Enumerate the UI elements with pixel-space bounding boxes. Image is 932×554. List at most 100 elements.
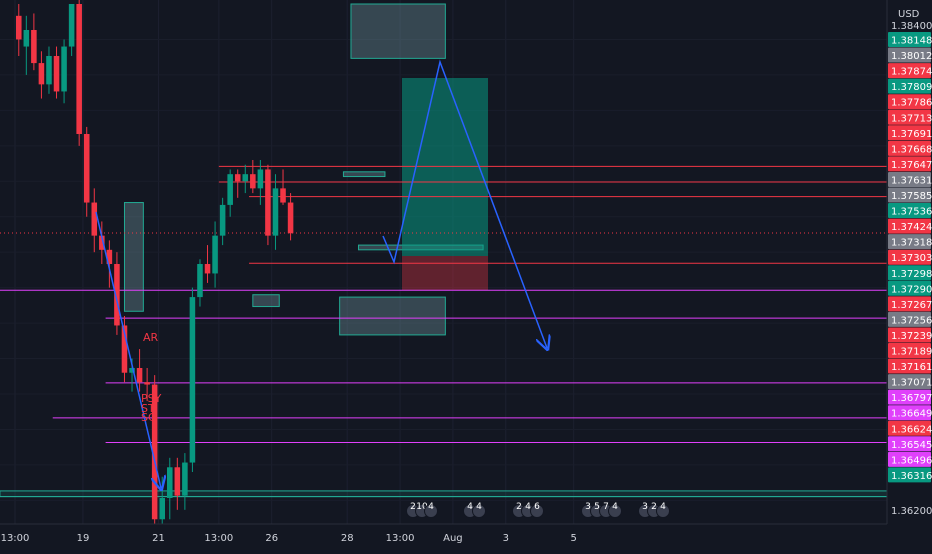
price-tag [888, 343, 931, 358]
price-tag-label: 1.37536 [891, 207, 932, 218]
time-tick-label: Aug [443, 533, 463, 544]
position-risk-zone [402, 256, 488, 290]
event-flag-icon [530, 504, 544, 518]
event-count-label: 3 [642, 502, 648, 512]
price-tag-label: 1.37631 [891, 175, 932, 186]
candle-body [174, 467, 181, 496]
price-tag [888, 125, 931, 141]
wyckoff-label-sc: SC [141, 411, 156, 424]
event-count-label: 4 [612, 502, 618, 512]
candle-body [76, 4, 82, 134]
price-tag [888, 296, 931, 312]
time-axis[interactable] [0, 524, 932, 550]
price-tag-label: 1.37874 [891, 67, 932, 78]
candle-body [212, 235, 218, 274]
time-tick-label: 28 [341, 533, 354, 544]
event-flag-icon [424, 504, 438, 518]
time-tick-label: 13:00 [386, 533, 415, 544]
price-tag-label: 1.37071 [891, 378, 932, 389]
candle-body [68, 4, 75, 47]
candle-body [23, 30, 30, 47]
candle-body [234, 174, 241, 182]
event-count-label: 4 [467, 502, 473, 512]
time-tick-label: 19 [77, 533, 90, 544]
price-tag [888, 327, 931, 343]
price-tag-label: 1.37256 [891, 315, 932, 326]
candle-body [280, 188, 286, 203]
price-tag [888, 203, 931, 219]
candle-body [114, 264, 120, 326]
candle-body [257, 169, 264, 189]
candle-body [151, 384, 158, 520]
price-tag [888, 311, 931, 327]
price-tag-label: 1.37585 [891, 191, 932, 202]
event-count-label: 4 [476, 502, 482, 512]
accumulation-box [123, 202, 144, 312]
event-count-label: 2 [651, 502, 657, 512]
projection-arrow-down [95, 211, 161, 488]
price-tag-label: 1.37303 [891, 253, 932, 264]
price-tag-label: 1.37161 [891, 362, 932, 373]
candle-body [189, 297, 196, 463]
price-tag [888, 389, 931, 405]
time-axis-ticks: 13:00 19 21 13:00 26 28 13:00 Aug 3 5 [1, 533, 577, 544]
price-tag [888, 78, 931, 94]
price-axis-top-label: 1.38400 [891, 21, 932, 32]
event-flag-icon [472, 504, 486, 518]
price-tag-label: 1.37318 [891, 238, 932, 249]
candle-body [242, 174, 249, 182]
currency-label: USD [898, 9, 920, 20]
time-tick-label: 26 [265, 533, 278, 544]
event-flag-icon [656, 504, 670, 518]
event-markers-layer[interactable]: 2 10 4 4 4 2 4 6 3 5 7 4 3 2 4 [406, 502, 670, 518]
candle-body [53, 56, 60, 92]
candle-body [219, 204, 226, 236]
candle-body [250, 174, 256, 189]
price-tag-label: 1.36624 [891, 424, 932, 435]
drawings-layer [95, 59, 547, 488]
price-tag [888, 218, 931, 234]
price-tag-label: 1.38012 [891, 51, 932, 62]
price-tag [888, 32, 931, 47]
candle-body [227, 174, 233, 205]
candle-body [46, 56, 52, 85]
price-tag-label: 1.37691 [891, 129, 932, 140]
price-tag [888, 436, 931, 452]
price-tag-label: 1.37809 [891, 82, 932, 93]
wyckoff-label-psy: PSY [141, 392, 162, 405]
candle-body [287, 202, 294, 234]
candle-body [159, 498, 165, 520]
price-tag [888, 156, 931, 172]
time-tick-label: 13:00 [1, 533, 30, 544]
event-count-label: 5 [594, 502, 600, 512]
price-tag-label: 1.37647 [891, 160, 932, 171]
price-tag-label: 1.38148 [891, 36, 932, 47]
target-zone-top [350, 3, 446, 59]
price-tag-label: 1.37239 [891, 331, 932, 342]
candle-body [144, 382, 150, 385]
candle-body [99, 235, 105, 250]
candle-body [272, 188, 279, 236]
price-tag [888, 358, 931, 374]
price-tag-label: 1.37267 [891, 300, 932, 311]
event-count-label: 4 [428, 502, 434, 512]
event-count-label: 7 [603, 502, 609, 512]
price-tag [888, 374, 931, 390]
candle-body [61, 46, 67, 92]
price-tag [888, 451, 931, 467]
price-tag-label: 1.37189 [891, 347, 932, 358]
candle-body [121, 325, 128, 373]
time-tick-label: 5 [571, 533, 577, 544]
fvg-zone-upper [342, 171, 386, 178]
price-tag [888, 405, 931, 421]
price-tags-layer: 1.38148 1.38012 1.37874 1.37809 1.37786 1.377… [888, 32, 932, 483]
event-marker-group[interactable]: 2 10 4 [406, 502, 438, 518]
price-tag [888, 249, 931, 265]
